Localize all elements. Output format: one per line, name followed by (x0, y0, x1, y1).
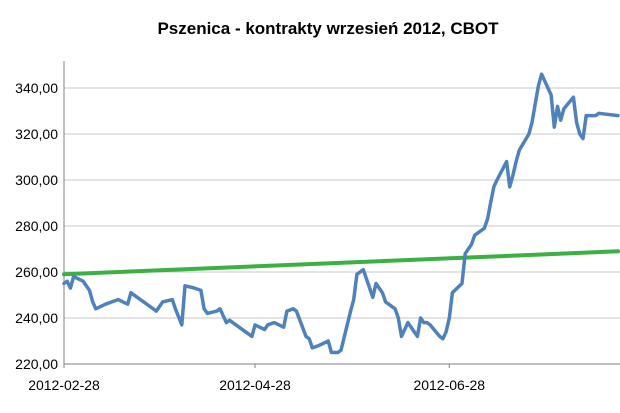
y-tick-label: 300,00 (15, 172, 58, 188)
x-tick-label: 2012-02-28 (28, 377, 100, 393)
x-axis-tick-labels: 2012-02-28 2012-04-28 2012-06-28 (28, 377, 485, 393)
x-tick-label: 2012-04-28 (219, 377, 291, 393)
y-tick-label: 240,00 (15, 310, 58, 326)
chart-title: Pszenica - kontrakty wrzesień 2012, CBOT (157, 19, 499, 38)
y-tick-label: 280,00 (15, 218, 58, 234)
x-tick-label: 2012-06-28 (413, 377, 485, 393)
axes (63, 61, 620, 368)
y-tick-label: 320,00 (15, 126, 58, 142)
series-lines (62, 72, 620, 355)
y-axis-tick-labels: 220,00 240,00 260,00 280,00 300,00 320,00 340,… (15, 80, 58, 372)
y-tick-label: 340,00 (15, 80, 58, 96)
trend-series-line (62, 249, 620, 277)
gridlines (64, 87, 620, 319)
y-tick-label: 260,00 (15, 264, 58, 280)
y-tick-label: 220,00 (15, 356, 58, 372)
price-series-line (62, 72, 620, 355)
